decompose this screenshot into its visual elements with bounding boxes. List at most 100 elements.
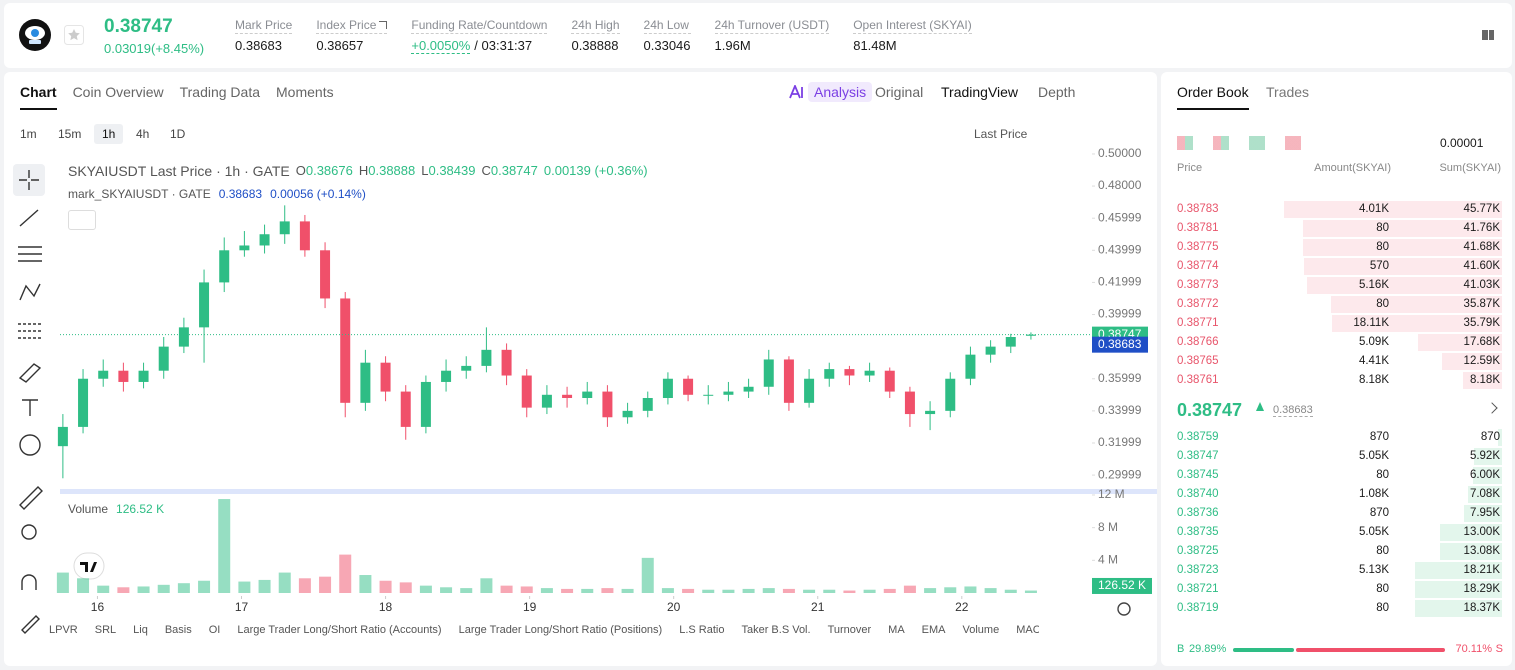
- magnet-tool[interactable]: [21, 574, 37, 590]
- indicator[interactable]: L.S Ratio: [679, 624, 725, 636]
- ruler-tool[interactable]: [19, 486, 43, 510]
- interval[interactable]: 4h: [136, 127, 150, 141]
- crosshair-tool[interactable]: [19, 170, 39, 190]
- emoji-tool[interactable]: [19, 434, 41, 456]
- x-tick-label: 20: [667, 600, 681, 614]
- view-tab[interactable]: Depth: [1038, 84, 1076, 100]
- favorite-star[interactable]: [64, 25, 84, 45]
- ob-sum: 5.92K: [1469, 450, 1500, 462]
- book-view-icon[interactable]: [1213, 136, 1229, 150]
- ob-price[interactable]: 0.38740: [1177, 488, 1219, 500]
- ob-price[interactable]: 0.38783: [1177, 203, 1219, 215]
- view-tab[interactable]: TradingView: [941, 84, 1019, 100]
- depth-bar: [1414, 600, 1502, 617]
- indicator[interactable]: Large Trader Long/Short Ratio (Positions…: [458, 624, 663, 636]
- indicator[interactable]: Turnover: [827, 624, 872, 636]
- ob-price[interactable]: 0.38774: [1177, 260, 1219, 272]
- indicator[interactable]: LPVR: [49, 624, 78, 636]
- ob-price[interactable]: 0.38781: [1177, 222, 1219, 234]
- indicator[interactable]: MACD: [1016, 624, 1039, 636]
- stat-value-row: 0.33046: [644, 38, 691, 53]
- depth-bar: [1417, 334, 1502, 351]
- ob-price[interactable]: 0.38747: [1177, 450, 1219, 462]
- indicator[interactable]: Liq: [133, 624, 148, 636]
- ob-sum: 41.68K: [1463, 241, 1500, 253]
- view-tab[interactable]: Original: [875, 84, 924, 100]
- indicator[interactable]: EMA: [921, 624, 946, 636]
- chart-tab[interactable]: Chart: [20, 84, 57, 110]
- interval[interactable]: 1h: [94, 124, 124, 144]
- ob-price[interactable]: 0.38719: [1177, 602, 1219, 614]
- volume-bar: [803, 589, 816, 593]
- ob-price[interactable]: 0.38771: [1177, 317, 1219, 329]
- book-view-icon[interactable]: [1285, 136, 1301, 150]
- pattern-tool[interactable]: [19, 283, 41, 301]
- chart-tab[interactable]: Coin Overview: [72, 84, 164, 100]
- ob-price[interactable]: 0.38745: [1177, 469, 1219, 481]
- view-tab[interactable]: Analysis: [808, 82, 873, 102]
- volume-bar: [177, 583, 190, 593]
- volume-bar: [682, 588, 695, 593]
- ob-last-price[interactable]: 0.38747: [1177, 400, 1243, 420]
- ohlc-item: O0.38676: [296, 163, 353, 179]
- book-view-icon[interactable]: [1177, 136, 1193, 150]
- interval[interactable]: 15m: [58, 127, 82, 141]
- ob-price[interactable]: 0.38735: [1177, 526, 1219, 538]
- volume-bar: [218, 499, 231, 593]
- ob-tab[interactable]: Order Book: [1177, 84, 1249, 110]
- text-tool[interactable]: [22, 399, 38, 416]
- indicator[interactable]: MA: [888, 624, 905, 636]
- candle-body: [925, 410, 936, 415]
- interval[interactable]: 1m: [20, 127, 37, 141]
- chart-tab[interactable]: Moments: [276, 84, 334, 100]
- book-view-icon[interactable]: [1249, 136, 1265, 150]
- line-tool[interactable]: [19, 209, 39, 227]
- ob-price[interactable]: 0.38766: [1177, 336, 1219, 348]
- precision[interactable]: 0.00001: [1440, 136, 1484, 150]
- candle-body: [1025, 334, 1036, 336]
- layout-icon[interactable]: [1480, 27, 1496, 43]
- ob-price[interactable]: 0.38725: [1177, 545, 1219, 557]
- ob-amount: 80: [1376, 583, 1389, 595]
- settings-icon[interactable]: [1117, 602, 1131, 616]
- lock-tool[interactable]: [21, 615, 40, 634]
- ob-mark-price[interactable]: 0.38683: [1273, 404, 1313, 417]
- stat-label: Open Interest (SKYAI): [853, 18, 972, 34]
- ob-price[interactable]: 0.38736: [1177, 507, 1219, 519]
- ob-tab[interactable]: Trades: [1266, 84, 1310, 100]
- volume-bar: [762, 588, 775, 593]
- ob-price[interactable]: 0.38772: [1177, 298, 1219, 310]
- volume-bar: [56, 572, 69, 593]
- indicator[interactable]: Large Trader Long/Short Ratio (Accounts): [237, 624, 442, 636]
- header-price: 0.38747: [104, 16, 173, 37]
- depth-bar: [1415, 562, 1502, 579]
- ob-price[interactable]: 0.38765: [1177, 355, 1219, 367]
- candle-body: [985, 346, 996, 355]
- indicator[interactable]: OI: [208, 624, 221, 636]
- indicator[interactable]: Taker B.S Vol.: [741, 624, 811, 636]
- brush-tool[interactable]: [18, 363, 42, 383]
- indicator[interactable]: SRL: [94, 624, 117, 636]
- indicator[interactable]: Basis: [164, 624, 192, 636]
- interval[interactable]: 1D: [170, 127, 186, 141]
- ob-price[interactable]: 0.38759: [1177, 431, 1219, 443]
- x-tick-label: 17: [235, 600, 249, 614]
- ob-price[interactable]: 0.38773: [1177, 279, 1219, 291]
- ob-price[interactable]: 0.38775: [1177, 241, 1219, 253]
- ob-price[interactable]: 0.38723: [1177, 564, 1219, 576]
- price-type[interactable]: Last Price: [974, 127, 1028, 141]
- indicator[interactable]: Volume: [962, 624, 1000, 636]
- chart-tab[interactable]: Trading Data: [179, 84, 261, 100]
- zoom-tool[interactable]: [21, 524, 37, 540]
- collapse-button[interactable]: [68, 210, 96, 230]
- ob-price[interactable]: 0.38721: [1177, 583, 1219, 595]
- channel-tool[interactable]: [18, 246, 42, 262]
- stat-value: 1.96M: [714, 38, 751, 53]
- ob-price[interactable]: 0.38761: [1177, 374, 1219, 386]
- stat: 24h Turnover (USDT) 1.96M: [714, 18, 830, 53]
- ob-sum: 18.37K: [1463, 602, 1500, 614]
- fib-tool[interactable]: [18, 323, 42, 339]
- candle-body: [461, 365, 472, 371]
